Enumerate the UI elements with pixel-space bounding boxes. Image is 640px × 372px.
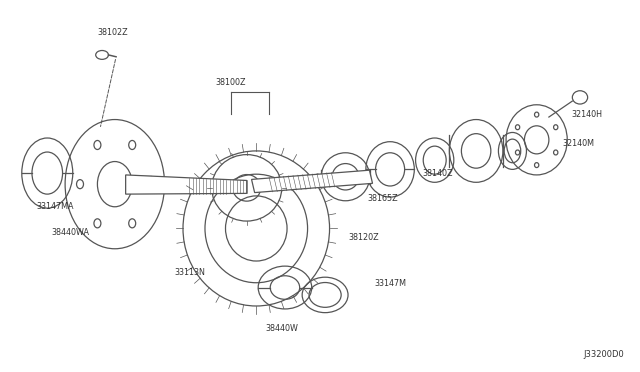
Text: 38140Z: 38140Z [422,169,452,177]
Polygon shape [252,170,372,193]
Text: 33113N: 33113N [174,268,205,277]
Text: 38120Z: 38120Z [349,233,380,242]
Text: 33147M: 33147M [374,279,406,288]
Polygon shape [125,175,246,194]
Text: 38100Z: 38100Z [216,78,246,87]
Text: 38440W: 38440W [266,324,298,333]
Text: 38165Z: 38165Z [368,195,399,203]
Text: J33200D0: J33200D0 [584,350,625,359]
Text: 32140M: 32140M [562,139,594,148]
Text: 33147MA: 33147MA [36,202,74,211]
Text: 38102Z: 38102Z [97,28,128,37]
Text: 32140H: 32140H [572,109,603,119]
Text: 38440WA: 38440WA [51,228,89,237]
